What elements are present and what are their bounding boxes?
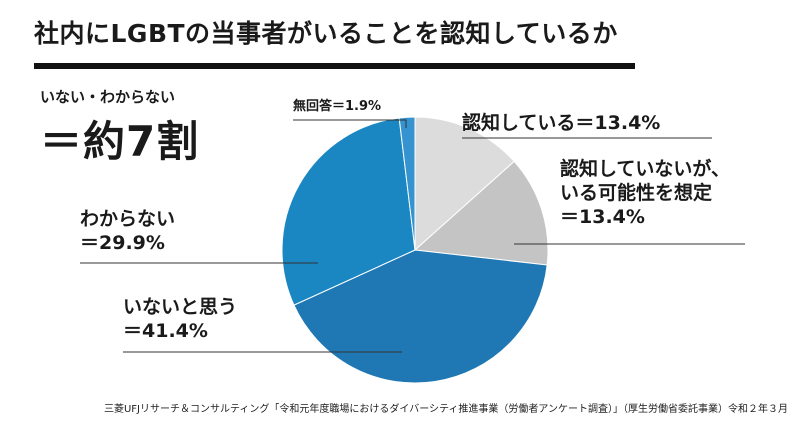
label-aware: 認知している＝13.4% [462,112,661,134]
label-think-none: いないと思う ＝41.4% [123,296,237,344]
summary-value: ＝約7割 [40,117,200,166]
label-possible-value: ＝13.4% [560,205,645,228]
label-no-answer: 無回答＝1.9% [293,99,382,114]
leader-no-answer [293,119,407,128]
label-think-none-value: ＝41.4% [123,319,208,342]
slice-no-answer [398,116,416,251]
slice-unknown [281,117,416,306]
chart-title: 社内にLGBTの当事者がいることを認知しているか [34,19,618,48]
source-footnote: 三菱UFJリサーチ＆コンサルティング「令和元年度職場におけるダイバーシティ推進事… [103,404,788,415]
title-underline [34,63,635,69]
label-possible: 認知していないが、 いる可能性を想定 ＝13.4% [560,158,730,229]
label-unknown-value: ＝29.9% [80,231,165,254]
slice-think-none [293,249,548,384]
summary-label: いない・わからない [40,88,176,106]
label-possible-line1: 認知していないが、 [560,158,731,180]
label-think-none-line1: いないと思う [123,296,238,318]
slice-possible [413,160,549,266]
label-unknown: わからない ＝29.9% [80,208,175,256]
label-possible-line2: いる可能性を想定 [560,181,713,204]
label-unknown-line1: わからない [80,208,176,230]
slice-aware [414,116,515,252]
